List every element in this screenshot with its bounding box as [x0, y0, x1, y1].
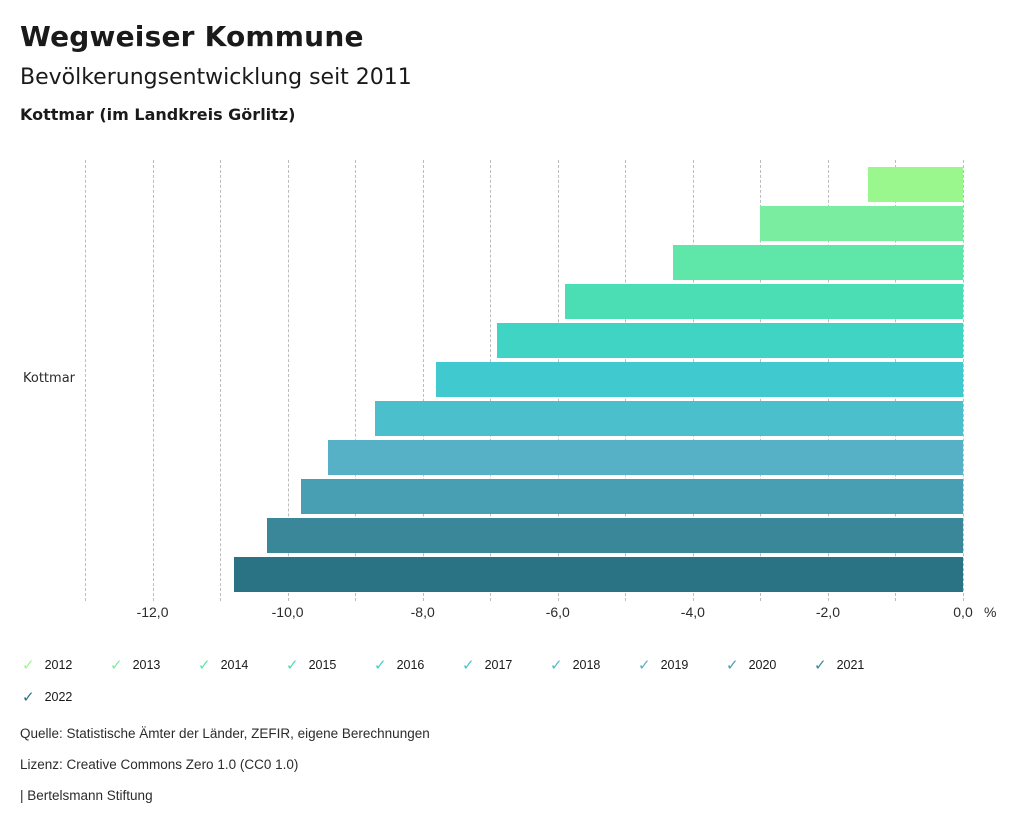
bar-2018: [375, 401, 963, 436]
checkmark-icon: ✓: [462, 656, 475, 674]
legend-year-label: 2014: [220, 658, 249, 672]
gridline: [287, 160, 289, 601]
legend-item-2020[interactable]: ✓ 2020: [724, 655, 812, 675]
legend-year-label: 2020: [748, 658, 777, 672]
legend-year-label: 2022: [44, 690, 73, 704]
legend-item-2014[interactable]: ✓ 2014: [196, 655, 284, 675]
legend-year-label: 2012: [44, 658, 73, 672]
bar-2013: [760, 206, 963, 241]
x-axis-tick-label: -10,0: [271, 604, 304, 620]
legend-item-2013[interactable]: ✓ 2013: [108, 655, 196, 675]
chart-legend: ✓ 2012 ✓ 2013 ✓ 2014 ✓ 2015 ✓ 2016 ✓ 2017 ✓ 2018 ✓ 2019…: [20, 655, 920, 707]
footer-license-text: Lizenz: Creative Commons Zero 1.0 (CC0 1…: [20, 757, 299, 772]
checkmark-icon: ✓: [550, 656, 563, 674]
legend-item-2017[interactable]: ✓ 2017: [460, 655, 548, 675]
bar-2017: [436, 362, 963, 397]
checkmark-icon: ✓: [198, 656, 211, 674]
bar-2014: [672, 245, 963, 280]
legend-year-label: 2017: [484, 658, 513, 672]
x-axis-tick-label: -2,0: [815, 604, 840, 620]
x-axis-unit-label: %: [984, 604, 997, 620]
checkmark-icon: ✓: [22, 688, 35, 706]
bar-2020: [301, 479, 963, 514]
gridline: [220, 160, 222, 601]
x-axis-tick-label: -12,0: [136, 604, 169, 620]
x-axis: % -12,0 -10,0 -8,0 -6,0 -4,0 -2,0 0,0: [85, 604, 1024, 622]
checkmark-icon: ✓: [110, 656, 123, 674]
legend-year-label: 2013: [132, 658, 161, 672]
x-axis-tick-label: -6,0: [545, 604, 570, 620]
gridline: [355, 160, 357, 601]
chart-location-label: Kottmar (im Landkreis Görlitz): [20, 105, 296, 124]
legend-item-2016[interactable]: ✓ 2016: [372, 655, 460, 675]
bar-2015: [564, 284, 963, 319]
legend-item-2021[interactable]: ✓ 2021: [812, 655, 900, 675]
gridline: [85, 160, 86, 601]
legend-year-label: 2015: [308, 658, 337, 672]
gridline: [963, 160, 964, 601]
legend-year-label: 2021: [836, 658, 865, 672]
page-title: Wegweiser Kommune: [20, 20, 364, 53]
footer-branding-text: | Bertelsmann Stiftung: [20, 788, 153, 803]
bar-2022: [233, 557, 963, 592]
legend-year-label: 2019: [660, 658, 689, 672]
checkmark-icon: ✓: [374, 656, 387, 674]
x-axis-tick-label: -4,0: [680, 604, 705, 620]
legend-item-2019[interactable]: ✓ 2019: [636, 655, 724, 675]
legend-year-label: 2018: [572, 658, 601, 672]
checkmark-icon: ✓: [22, 656, 35, 674]
legend-year-label: 2016: [396, 658, 425, 672]
bar-2016: [497, 323, 963, 358]
legend-item-2022[interactable]: ✓ 2022: [20, 687, 108, 707]
footer-source-text: Quelle: Statistische Ämter der Länder, Z…: [20, 726, 430, 741]
x-axis-tick-label: -8,0: [410, 604, 435, 620]
checkmark-icon: ✓: [286, 656, 299, 674]
bar-2021: [267, 518, 963, 553]
chart-subtitle: Bevölkerungsentwicklung seit 2011: [20, 65, 412, 90]
x-axis-tick-label: 0,0: [953, 604, 973, 620]
bar-2012: [868, 167, 963, 202]
checkmark-icon: ✓: [638, 656, 651, 674]
legend-item-2018[interactable]: ✓ 2018: [548, 655, 636, 675]
checkmark-icon: ✓: [726, 656, 739, 674]
legend-item-2015[interactable]: ✓ 2015: [284, 655, 372, 675]
gridline: [422, 160, 424, 601]
gridline: [152, 160, 154, 601]
plot-area: [85, 160, 964, 601]
checkmark-icon: ✓: [814, 656, 827, 674]
y-axis-category-label: Kottmar: [23, 371, 75, 386]
legend-item-2012[interactable]: ✓ 2012: [20, 655, 108, 675]
bar-2019: [328, 440, 963, 475]
population-bar-chart: Kottmar % -12,0 -10,0 -8,0 -6,0 -4,0 -2,0 0,0: [0, 160, 1024, 630]
